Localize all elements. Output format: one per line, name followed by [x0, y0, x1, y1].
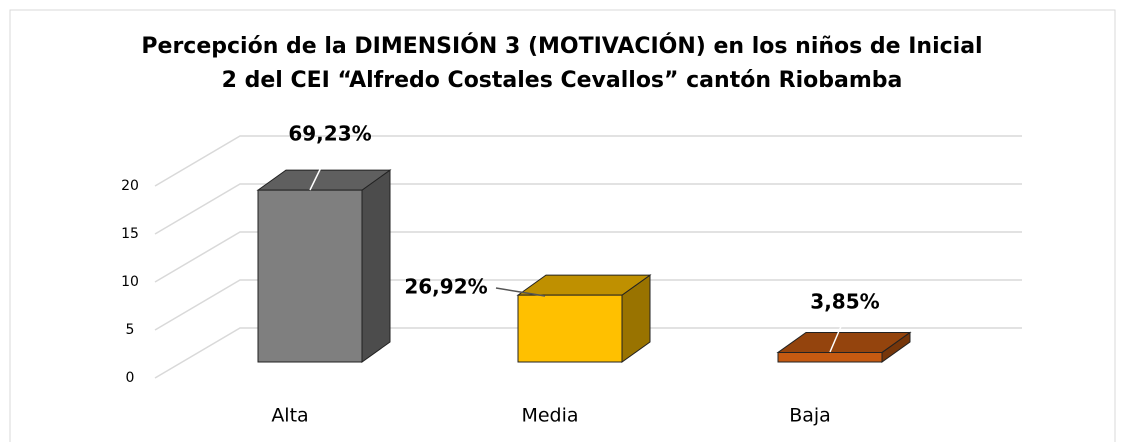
x-tick-label: Media	[521, 405, 578, 427]
value-label: 3,85%	[810, 290, 879, 314]
grid-line	[154, 231, 1022, 283]
bar	[256, 169, 392, 363]
y-tick-label: 20	[121, 178, 139, 194]
y-tick-label: 5	[126, 322, 135, 338]
bar-side	[361, 169, 391, 363]
leader-line	[309, 148, 331, 191]
bar	[516, 274, 652, 363]
x-tick-label: Alta	[271, 405, 308, 427]
bar-front	[777, 351, 883, 363]
x-tick-label: Baja	[789, 405, 831, 427]
grid-line	[154, 183, 1022, 235]
chart-title: 2 del CEI “Alfredo Costales Cevallos” ca…	[222, 68, 903, 93]
y-tick-label: 15	[121, 226, 139, 242]
bar-front	[517, 294, 623, 363]
leader-line	[829, 316, 846, 353]
value-label: 26,92%	[404, 275, 487, 299]
bar	[776, 331, 912, 363]
leader-line	[495, 287, 546, 297]
chart-title: Percepción de la DIMENSIÓN 3 (MOTIVACIÓN…	[141, 33, 982, 59]
bar-front	[257, 189, 363, 363]
grid-line	[154, 327, 1022, 379]
grid-line	[154, 135, 1022, 187]
grid-line	[154, 279, 1022, 331]
value-label: 69,23%	[288, 122, 371, 146]
y-tick-label: 0	[126, 370, 135, 386]
y-tick-label: 10	[121, 274, 139, 290]
chart-frame	[9, 9, 1116, 446]
